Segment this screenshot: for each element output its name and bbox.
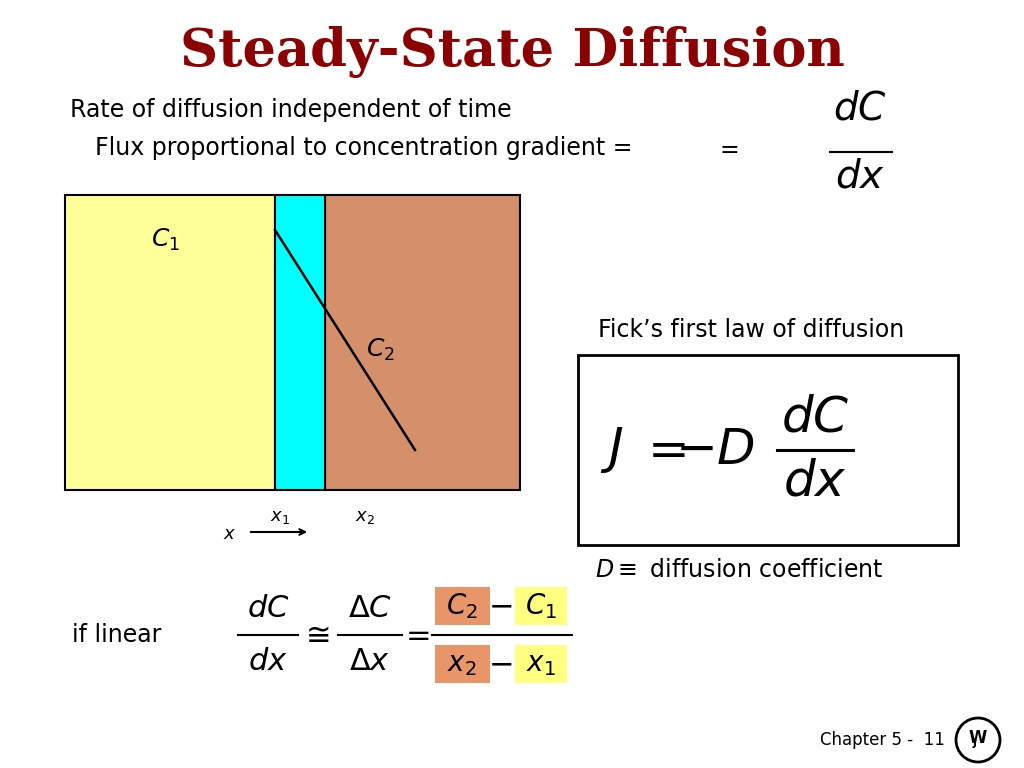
Text: $\Delta x$: $\Delta x$ xyxy=(349,647,390,676)
Text: Chapter 5 -  11: Chapter 5 - 11 xyxy=(820,731,945,749)
Text: $-$: $-$ xyxy=(487,650,512,678)
Text: Flux proportional to concentration gradient =: Flux proportional to concentration gradi… xyxy=(95,136,633,160)
Text: $C_1$: $C_1$ xyxy=(151,227,179,253)
Text: $C_1$: $C_1$ xyxy=(525,591,557,621)
Text: W: W xyxy=(969,729,987,747)
Text: Rate of diffusion independent of time: Rate of diffusion independent of time xyxy=(70,98,512,122)
Bar xyxy=(325,195,520,490)
Text: if linear: if linear xyxy=(72,623,162,647)
Text: $dx$: $dx$ xyxy=(835,158,885,196)
Text: $\cong$: $\cong$ xyxy=(300,621,330,650)
Bar xyxy=(275,195,325,490)
Text: Fick’s first law of diffusion: Fick’s first law of diffusion xyxy=(598,318,904,342)
Text: $dC$: $dC$ xyxy=(247,594,289,623)
Text: $D$$\equiv$ diffusion coefficient: $D$$\equiv$ diffusion coefficient xyxy=(595,558,884,582)
Text: $=$: $=$ xyxy=(399,621,430,650)
Bar xyxy=(578,355,958,545)
Text: $C_2$: $C_2$ xyxy=(446,591,478,621)
Text: $dC$: $dC$ xyxy=(780,394,849,442)
Text: Steady-State Diffusion: Steady-State Diffusion xyxy=(179,26,845,78)
Text: $x_2$: $x_2$ xyxy=(447,650,477,678)
Text: $x_2$: $x_2$ xyxy=(355,508,375,526)
Text: $\Delta C$: $\Delta C$ xyxy=(348,594,392,623)
Text: $-D$: $-D$ xyxy=(675,426,755,474)
Text: $dC$: $dC$ xyxy=(834,90,887,128)
Bar xyxy=(435,645,490,683)
Bar xyxy=(65,195,275,490)
Bar xyxy=(515,587,567,625)
Text: $x_1$: $x_1$ xyxy=(270,508,290,526)
Text: J: J xyxy=(973,738,977,748)
Bar xyxy=(435,587,490,625)
Bar xyxy=(515,645,567,683)
Text: $C_2$: $C_2$ xyxy=(366,337,394,363)
Text: $=$: $=$ xyxy=(638,426,686,474)
Text: $-$: $-$ xyxy=(487,591,512,621)
Text: $x$: $x$ xyxy=(223,525,237,543)
Text: $x_1$: $x_1$ xyxy=(526,650,556,678)
Text: $dx$: $dx$ xyxy=(248,647,288,676)
Text: $=$: $=$ xyxy=(715,136,739,160)
Text: $J$: $J$ xyxy=(600,425,624,475)
Text: $dx$: $dx$ xyxy=(783,458,847,506)
